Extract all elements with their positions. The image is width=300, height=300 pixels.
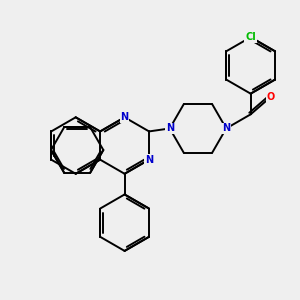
Text: N: N: [121, 112, 129, 122]
Text: O: O: [266, 92, 274, 102]
Text: N: N: [222, 124, 230, 134]
Text: Cl: Cl: [245, 32, 256, 42]
Text: N: N: [166, 124, 174, 134]
Text: N: N: [145, 155, 153, 165]
